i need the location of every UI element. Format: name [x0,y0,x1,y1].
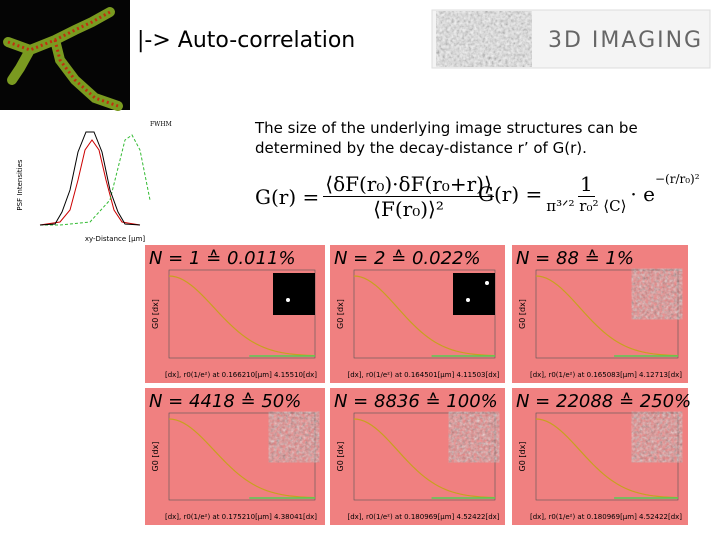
psf-x-label: xy-Distance [μm] [85,235,146,243]
fit-curve [535,418,679,499]
denominator: ⟨F(r₀)⟩² [373,197,444,221]
formula: G(r) = 1 π³ᐟ² r₀² ⟨C⟩ · e −(r/r₀)² [478,172,700,215]
panel-label: N = 8836 ≙ 100% [334,391,498,412]
panel-label: N = 4418 ≙ 50% [149,391,301,412]
psf-histogram [39,131,141,226]
psf-red [39,139,141,226]
fit-curve [353,275,496,357]
thumbnail [636,416,678,458]
panel-caption: [dx], r0(1/e²) at 0.165083[μm] 4.12713[d… [530,371,682,379]
thumbnail [453,273,495,315]
formula-lhs: G(r) = [255,184,320,209]
thumbnail [273,416,315,458]
panel-caption: [dx], r0(1/e²) at 0.180969[μm] 4.52422[d… [530,513,682,521]
formula-lhs: G(r) = [478,181,543,206]
fit-curve [535,275,679,357]
fit-curve [353,418,496,499]
logo-thumb [438,16,458,62]
panel-y-label: G0 [dx] [518,442,527,472]
panel-y-label: G0 [dx] [151,442,160,472]
panel-label: N = 2 ≙ 0.022% [334,248,481,269]
psf-y-label: PSF Intensities [16,159,24,210]
body-line: determined by the decay-distance r’ of G… [255,139,587,157]
logo-thumb [510,16,530,62]
cell-dots [7,10,119,108]
panel-label: N = 22088 ≙ 250% [516,391,691,412]
spot [286,298,290,302]
panel-y-label: G0 [dx] [151,299,160,329]
panel-caption: [dx], r0(1/e²) at 0.164501[μm] 4.11503[d… [347,371,499,379]
panel-caption: [dx], r0(1/e²) at 0.180969[μm] 4.52422[d… [347,513,499,521]
panel-caption: [dx], r0(1/e²) at 0.166210[μm] 4.15510[d… [165,371,317,379]
body-line: The size of the underlying image structu… [255,119,638,137]
logo-thumb [486,16,506,62]
spot [485,281,489,285]
logo-text: 3D IMAGING [548,28,703,53]
numerator: 1 [577,172,595,197]
panels: N = 1 ≙ 0.011% G0 [dx] [dx], r0(1/e²) at 0… [145,245,691,525]
panel-y-label: G0 [dx] [336,299,345,329]
spot [466,298,470,302]
panel-label: N = 88 ≙ 1% [516,248,634,269]
panel-y-label: G0 [dx] [336,442,345,472]
thumbnail [273,273,315,315]
panel-label: N = 1 ≙ 0.011% [149,248,296,269]
formula-factor: · e [630,181,655,206]
psf-plot [18,130,148,230]
body-text: The size of the underlying image structu… [255,118,638,158]
thumbnail [453,416,495,458]
logo-thumb [462,16,482,62]
formula: G(r) = ⟨δF(r₀)·δF(r₀+r)⟩ ⟨F(r₀)⟩² [255,172,498,221]
psf-info: FWHM [150,121,172,128]
denominator: π³ᐟ² r₀² ⟨C⟩ [546,197,627,215]
fraction: 1 π³ᐟ² r₀² ⟨C⟩ [546,172,626,215]
fit-curve [168,275,316,357]
thumbnail [636,273,678,315]
slide-title: |-> Auto-correlation [137,28,356,53]
panel-caption: [dx], r0(1/e²) at 0.175210[μm] 4.38041[d… [165,513,317,521]
panel-y-label: G0 [dx] [518,299,527,329]
numerator: ⟨δF(r₀)·δF(r₀+r)⟩ [323,172,494,197]
fit-curve [168,418,316,499]
fraction: ⟨δF(r₀)·δF(r₀+r)⟩ ⟨F(r₀)⟩² [323,172,494,221]
formula-exponent: −(r/r₀)² [654,172,700,186]
psf-green [40,134,151,226]
